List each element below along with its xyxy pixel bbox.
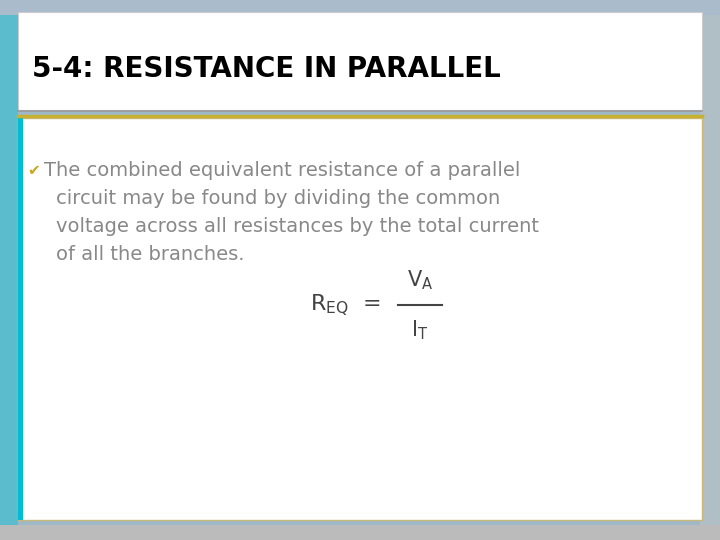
FancyBboxPatch shape — [0, 525, 720, 540]
Text: voltage across all resistances by the total current: voltage across all resistances by the to… — [56, 217, 539, 235]
Text: The combined equivalent resistance of a parallel: The combined equivalent resistance of a … — [44, 160, 521, 179]
FancyBboxPatch shape — [700, 0, 720, 540]
FancyBboxPatch shape — [0, 0, 18, 540]
Text: circuit may be found by dividing the common: circuit may be found by dividing the com… — [56, 188, 500, 207]
Text: of all the branches.: of all the branches. — [56, 245, 245, 264]
FancyBboxPatch shape — [0, 0, 720, 15]
FancyBboxPatch shape — [18, 12, 702, 110]
Text: 5-4: RESISTANCE IN PARALLEL: 5-4: RESISTANCE IN PARALLEL — [32, 55, 500, 83]
FancyBboxPatch shape — [18, 118, 23, 520]
Text: ✔: ✔ — [27, 163, 40, 178]
FancyBboxPatch shape — [18, 118, 702, 520]
Text: $\mathregular{R_{EQ}}$  =: $\mathregular{R_{EQ}}$ = — [310, 292, 381, 318]
Text: $\mathregular{I_T}$: $\mathregular{I_T}$ — [411, 318, 428, 342]
Text: $\mathregular{V_A}$: $\mathregular{V_A}$ — [407, 268, 433, 292]
